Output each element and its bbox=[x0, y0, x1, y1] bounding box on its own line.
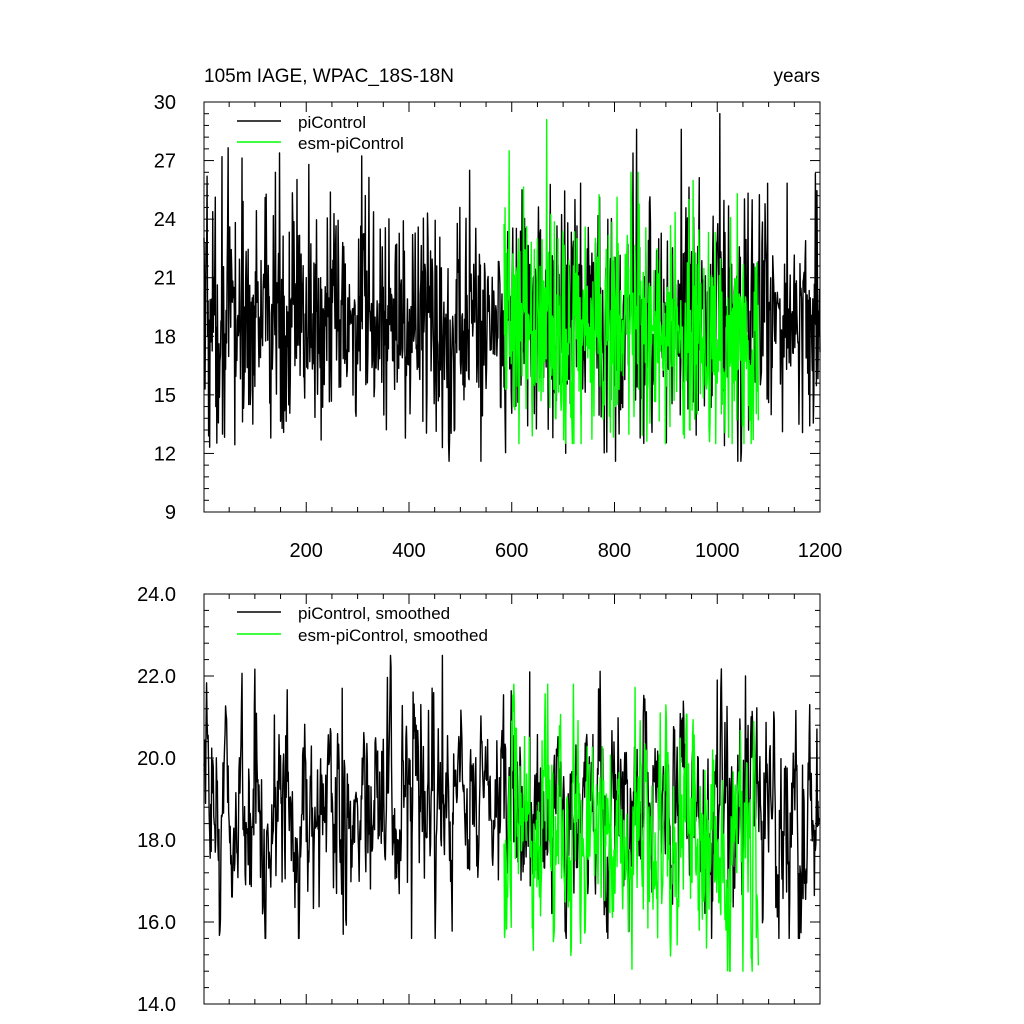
x-tick-label: 1000 bbox=[695, 540, 740, 562]
series-layer bbox=[203, 654, 821, 972]
x-tick-label: 600 bbox=[495, 540, 528, 562]
legend: piControl esm-piControl bbox=[237, 113, 404, 153]
tick-layer: 9 12 15 18 21 24 27 30 200 400 600 800 1000 1200 bbox=[154, 92, 843, 562]
panel-smoothed: 14.0 16.0 18.0 20.0 22.0 24.0 piControl, smoo… bbox=[137, 584, 821, 1016]
y-tick-label: 14.0 bbox=[137, 994, 176, 1016]
x-tick-label: 400 bbox=[392, 540, 425, 562]
legend-label-picontrol-smoothed: piControl, smoothed bbox=[298, 604, 450, 623]
panel-title: 105m IAGE, WPAC_18S-18N bbox=[204, 66, 454, 87]
y-tick-label: 9 bbox=[165, 502, 176, 524]
legend: piControl, smoothed esm-piControl, smoot… bbox=[237, 604, 488, 645]
y-tick-label: 27 bbox=[154, 151, 176, 173]
series-line-esm-picontrol-smoothed bbox=[503, 683, 760, 972]
x-tick-label: 1200 bbox=[798, 540, 843, 562]
tick-layer: 14.0 16.0 18.0 20.0 22.0 24.0 bbox=[137, 584, 821, 1016]
y-tick-label: 30 bbox=[154, 92, 176, 114]
y-tick-label: 24 bbox=[154, 209, 176, 231]
y-tick-label: 16.0 bbox=[137, 912, 176, 934]
x-tick-label: 800 bbox=[598, 540, 631, 562]
y-tick-label: 24.0 bbox=[137, 584, 176, 606]
legend-label-esm-picontrol-smoothed: esm-piControl, smoothed bbox=[298, 626, 488, 645]
y-tick-label: 20.0 bbox=[137, 748, 176, 770]
panel-units: years bbox=[774, 66, 820, 87]
panel-raw: 105m IAGE, WPAC_18S-18N years 9 12 15 18 21 2… bbox=[154, 66, 843, 562]
series-line-esm-picontrol bbox=[503, 118, 760, 445]
plot-frame bbox=[203, 101, 821, 513]
y-tick-label: 18 bbox=[154, 326, 176, 348]
y-tick-label: 21 bbox=[154, 268, 176, 290]
y-tick-label: 22.0 bbox=[137, 666, 176, 688]
y-tick-label: 12 bbox=[154, 443, 176, 465]
plot-frame bbox=[203, 593, 821, 1005]
y-tick-label: 15 bbox=[154, 385, 176, 407]
legend-label-esm-picontrol: esm-piControl bbox=[298, 134, 404, 153]
x-tick-label: 200 bbox=[290, 540, 323, 562]
y-tick-label: 18.0 bbox=[137, 830, 176, 852]
legend-label-picontrol: piControl bbox=[298, 113, 366, 132]
series-layer bbox=[203, 113, 821, 462]
